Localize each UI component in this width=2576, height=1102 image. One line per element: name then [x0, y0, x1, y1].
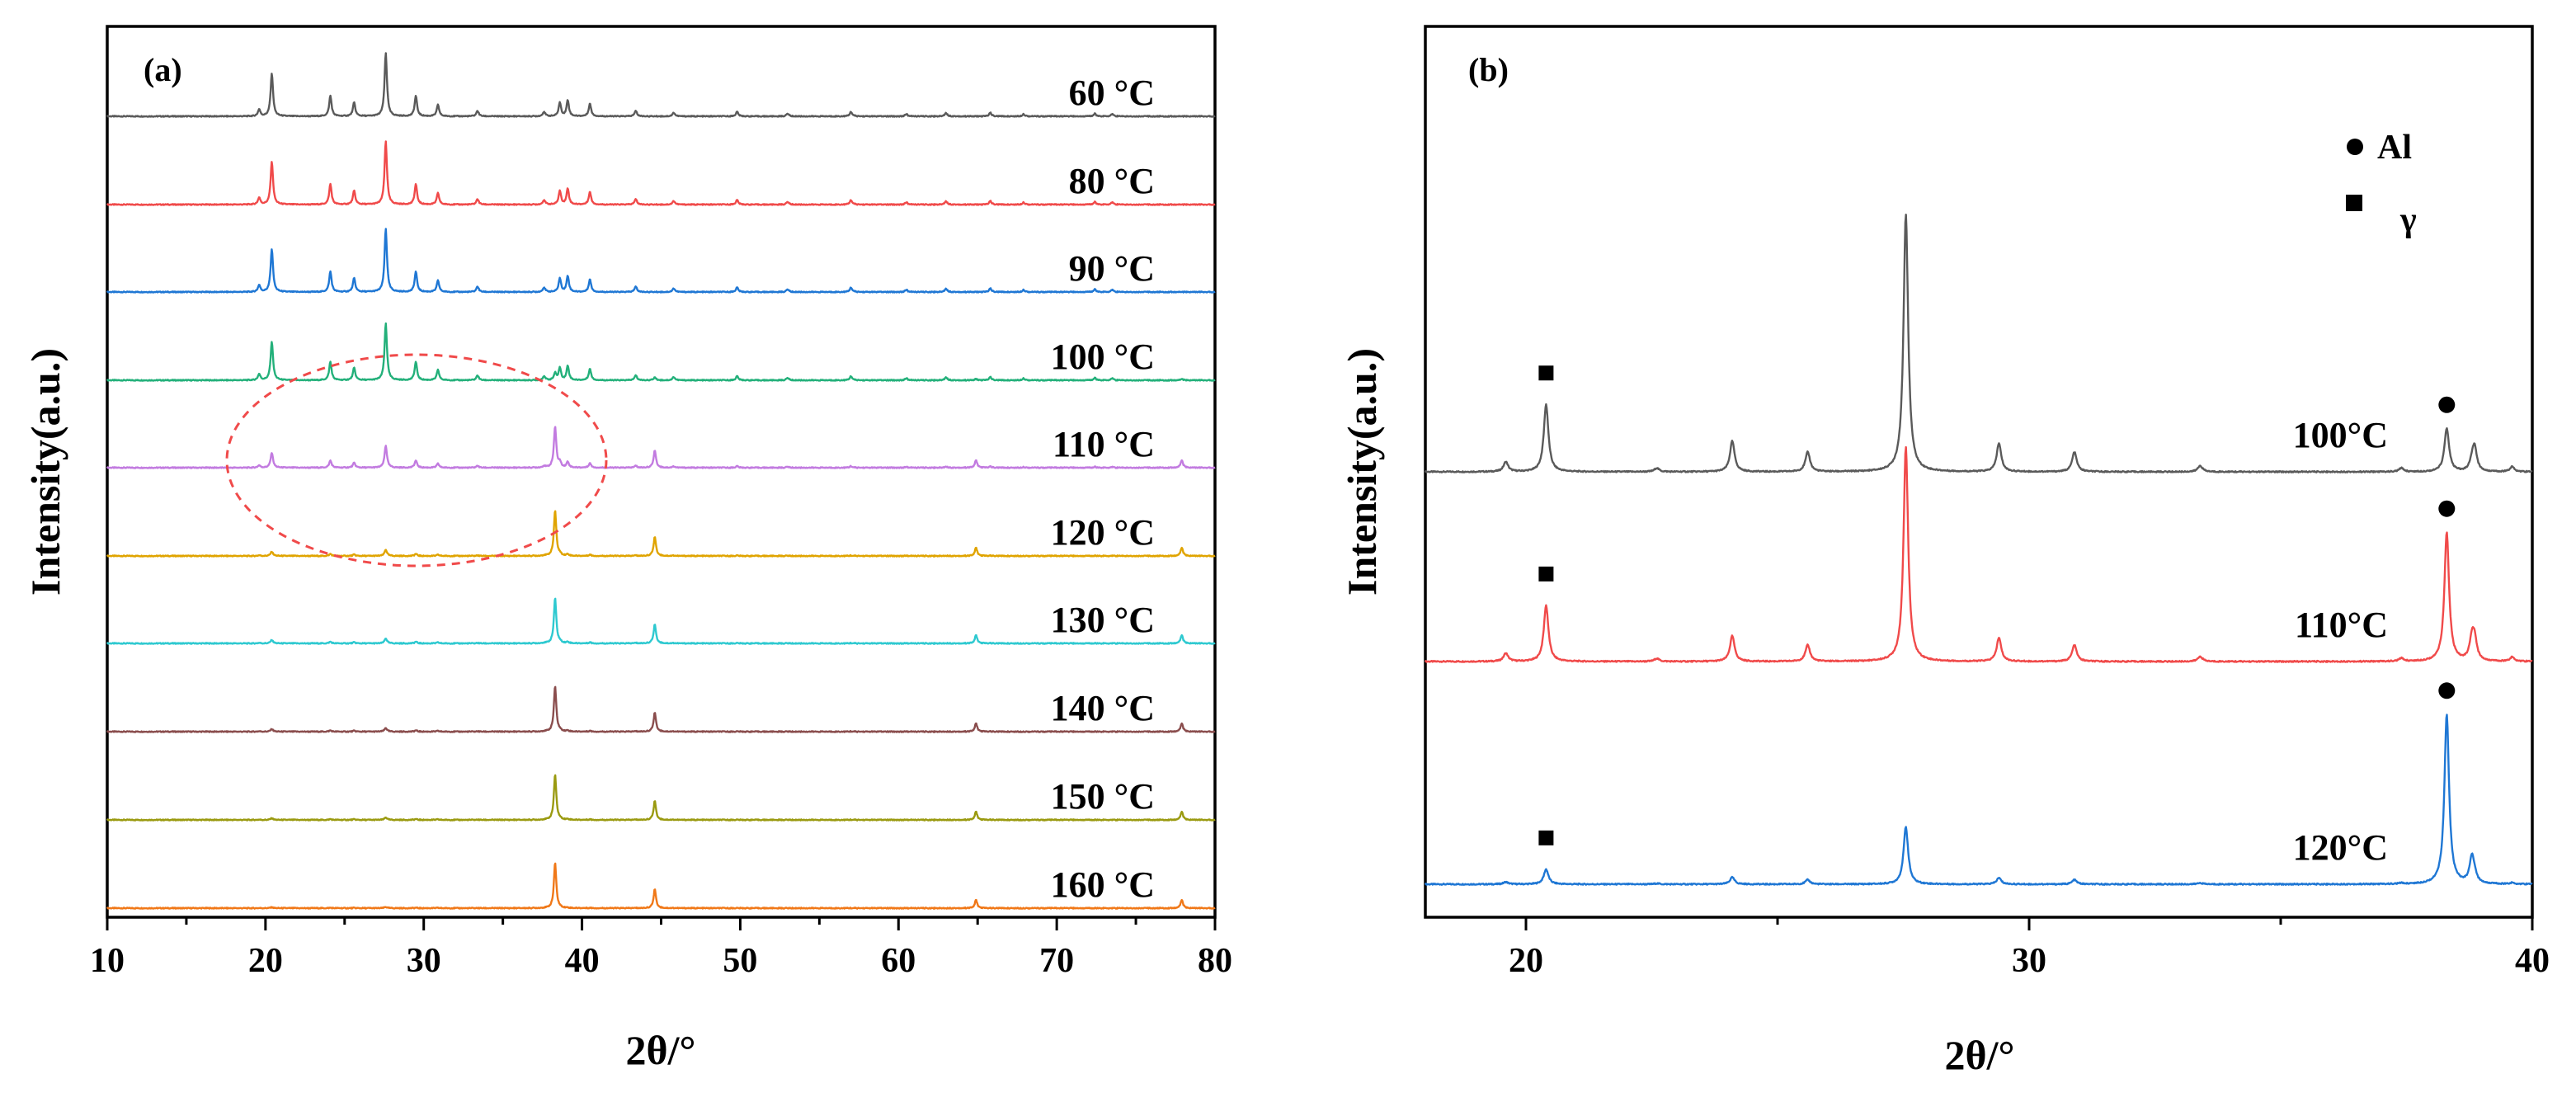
- panel-a-trace-label-6: 120 °C: [1051, 512, 1155, 553]
- panel-a-tick-label: 20: [248, 942, 283, 980]
- panel-a-trace-6: [106, 510, 1216, 558]
- panel-a-trace-label-1: 60 °C: [1069, 73, 1155, 113]
- panel-b-x-ticks: 20 30 40: [1509, 917, 2550, 980]
- panel-a-trace-label-4: 100 °C: [1051, 337, 1155, 377]
- panel-b-tick-label: 30: [2012, 942, 2046, 980]
- panel-a-trace-9: [106, 774, 1216, 822]
- panel-b-trace-label-3: 120°C: [2293, 827, 2388, 868]
- legend-gamma-marker: [2346, 195, 2362, 211]
- panel-b-legend: Al γ: [2346, 129, 2417, 239]
- panel-a-trace-4: [106, 322, 1216, 382]
- panel-b-phase-markers: [1538, 365, 2456, 845]
- panel-a-highlight-ellipse: [225, 353, 608, 567]
- panel-b-traces: 100°C 110°C 120°C: [1424, 214, 2533, 886]
- panel-a-trace-label-10: 160 °C: [1051, 864, 1155, 905]
- panel-b-label: (b): [1468, 51, 1509, 88]
- panel-b-tick-label: 20: [1509, 942, 1543, 980]
- panel-b-trace-2: [1424, 445, 2533, 663]
- panel-a-tick-label: 50: [723, 942, 757, 980]
- legend-al-label: Al: [2377, 129, 2412, 167]
- panel-b-gamma-marker-2: [1538, 566, 1554, 582]
- panel-a-tick-label: 60: [881, 942, 916, 980]
- panel-a-trace-label-7: 130 °C: [1051, 600, 1155, 640]
- panel-a-trace-label-3: 90 °C: [1069, 248, 1155, 289]
- panel-a-trace-label-5: 110 °C: [1053, 424, 1155, 464]
- panel-b-trace-label-1: 100°C: [2293, 415, 2388, 455]
- panel-a-tick-label: 70: [1039, 942, 1074, 980]
- panel-b-al-marker-1: [2438, 396, 2456, 413]
- panel-b-gamma-marker-1: [1538, 365, 1554, 381]
- legend-al-marker: [2347, 139, 2363, 155]
- panel-a-label: (a): [144, 51, 182, 88]
- panel-a-trace-1: [106, 52, 1216, 118]
- panel-b-trace-3: [1424, 713, 2533, 886]
- panel-a: 60 °C 80 °C 90 °C 100 °C 110 °C 120 °C 130 °C 1…: [22, 25, 1232, 1073]
- panel-a-trace-3: [106, 228, 1216, 294]
- panel-a-trace-label-2: 80 °C: [1069, 161, 1155, 201]
- panel-a-tick-label: 30: [407, 942, 441, 980]
- panel-b-gamma-marker-3: [1538, 830, 1554, 845]
- panel-b-trace-1: [1424, 214, 2533, 473]
- panel-b-y-label: Intensity(a.u.): [1339, 348, 1385, 596]
- panel-a-tick-label: 10: [90, 942, 125, 980]
- panel-b-x-label: 2θ/°: [1945, 1032, 2015, 1078]
- panel-a-trace-5: [106, 426, 1216, 469]
- panel-a-traces: 60 °C 80 °C 90 °C 100 °C 110 °C 120 °C 130 °C 1…: [106, 52, 1216, 910]
- panel-a-trace-label-9: 150 °C: [1051, 776, 1155, 817]
- panel-b: 100°C 110°C 120°C 20 30 40 (b) Al γ 2θ/° Int…: [1339, 25, 2550, 1078]
- panel-a-trace-label-8: 140 °C: [1051, 688, 1155, 728]
- panel-a-x-ticks: 10 20 30 40 50 60 70 80: [90, 917, 1232, 980]
- panel-b-tick-label: 40: [2515, 942, 2550, 980]
- legend-gamma-label: γ: [2399, 201, 2417, 239]
- panel-b-al-marker-2: [2438, 500, 2456, 517]
- panel-a-tick-label: 80: [1198, 942, 1232, 980]
- panel-b-al-marker-3: [2438, 682, 2456, 699]
- panel-a-trace-8: [106, 685, 1216, 733]
- panel-a-x-label: 2θ/°: [626, 1027, 696, 1073]
- panel-a-tick-label: 40: [565, 942, 600, 980]
- panel-a-trace-2: [106, 140, 1216, 206]
- panel-a-y-label: Intensity(a.u.): [22, 348, 68, 596]
- panel-b-trace-label-2: 110°C: [2295, 605, 2388, 645]
- panel-a-frame: [106, 25, 1217, 919]
- panel-a-trace-7: [106, 597, 1216, 645]
- panel-a-trace-10: [106, 862, 1216, 910]
